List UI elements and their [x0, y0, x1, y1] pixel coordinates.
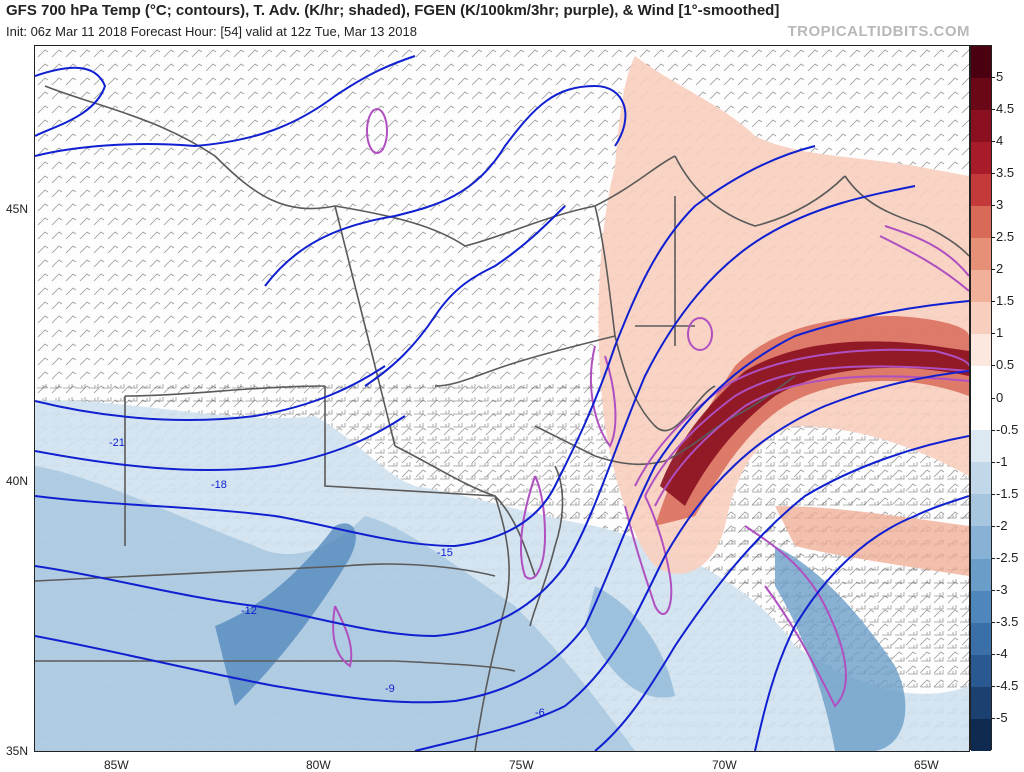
colorbar-segment [971, 78, 991, 111]
colorbar-tick-label: -2.5 [996, 549, 1019, 565]
colorbar-tick-label: -1 [996, 453, 1008, 469]
contour-label-minus18: -18 [211, 479, 227, 491]
colorbar-tick-mark [992, 301, 995, 303]
colorbar-segment [971, 238, 991, 271]
colorbar-tick-mark [992, 589, 995, 591]
colorbar-tick-mark [992, 173, 995, 175]
colorbar-tick-mark [992, 653, 995, 655]
cold-advection-core-mid [585, 586, 675, 698]
contour-label-minus21: -21 [109, 437, 125, 449]
colorbar-tick-label: 1 [996, 325, 1004, 341]
colorbar-segment [971, 206, 991, 239]
colorbar-tick-mark [992, 429, 995, 431]
lon-label-70w: 70W [712, 758, 737, 772]
political-borders [35, 85, 969, 751]
colorbar-tick-mark [992, 621, 995, 623]
colorbar-segment [971, 494, 991, 527]
colorbar-tick-mark [992, 109, 995, 111]
colorbar-tick-mark [992, 461, 995, 463]
colorbar-tick-label: 3.5 [996, 165, 1015, 181]
lon-label-85w: 85W [104, 758, 129, 772]
colorbar-tick-label: -5 [996, 709, 1008, 725]
lon-label-65w: 65W [914, 758, 939, 772]
lat-label-40n: 40N [6, 474, 29, 488]
temp-contours [35, 55, 969, 751]
colorbar-tick-label: 2 [996, 261, 1004, 277]
colorbar-tick-label: 2.5 [996, 229, 1015, 245]
map-panel: -21 -18 -15 -12 -9 -6 [34, 45, 970, 752]
lat-label-35n: 35N [6, 744, 29, 758]
colorbar-tick-mark [992, 237, 995, 239]
colorbar-segment [971, 110, 991, 143]
colorbar-segment [971, 526, 991, 559]
colorbar-tick-label: 0 [996, 389, 1004, 405]
map-subtitle: Init: 06z Mar 11 2018 Forecast Hour: [54… [6, 24, 417, 39]
lon-label-75w: 75W [509, 758, 534, 772]
brand-watermark: TROPICALTIDBITS.COM [787, 23, 970, 40]
colorbar-tick-label: -1.5 [996, 485, 1019, 501]
colorbar-tick-label: 5 [996, 69, 1004, 85]
contour-label-minus6: -6 [535, 707, 545, 719]
contour-label-minus9: -9 [385, 683, 395, 695]
fgen-contours [332, 108, 969, 708]
colorbar-tick-mark [992, 717, 995, 719]
temp-contour-labels: -21 -18 -15 -12 -9 -6 [109, 437, 545, 719]
colorbar-tick-label: -0.5 [996, 421, 1019, 437]
colorbar-tick-label: 3 [996, 197, 1004, 213]
colorbar-tick-mark [992, 365, 995, 367]
colorbar-tick-mark [992, 397, 995, 399]
colorbar-tick-label: 4.5 [996, 101, 1015, 117]
colorbar-tick-mark [992, 141, 995, 143]
colorbar-segment [971, 654, 991, 687]
colorbar-tick-mark [992, 269, 995, 271]
colorbar-tick-label: -3 [996, 581, 1008, 597]
colorbar-segment [971, 142, 991, 175]
colorbar-segment [971, 334, 991, 367]
colorbar-segment [971, 174, 991, 207]
colorbar-segment [971, 270, 991, 303]
colorbar-tick-label: -4 [996, 645, 1008, 661]
colorbar-segment [971, 590, 991, 623]
warm-advection-band-south [775, 506, 969, 576]
colorbar-tick-mark [992, 557, 995, 559]
colorbar-tick-mark [992, 685, 995, 687]
warm-advection-moderate [655, 316, 969, 526]
colorbar-segment [971, 462, 991, 495]
warm-advection-core [660, 341, 969, 506]
colorbar-segment [971, 46, 991, 79]
colorbar-segment [971, 718, 991, 751]
map-title: GFS 700 hPa Temp (°C; contours), T. Adv.… [6, 2, 780, 19]
colorbar-tick-mark [992, 525, 995, 527]
colorbar-segment [971, 366, 991, 399]
colorbar-segment [971, 398, 991, 431]
colorbar-tick-label: 4 [996, 133, 1004, 149]
colorbar-tick-label: -4.5 [996, 677, 1019, 693]
colorbar-segment [971, 430, 991, 463]
map-canvas: -21 -18 -15 -12 -9 -6 [35, 46, 969, 751]
cold-advection-core-east [775, 546, 906, 751]
colorbar-tick-label: 1.5 [996, 293, 1015, 309]
colorbar-tick-mark [992, 333, 995, 335]
colorbar-segment [971, 686, 991, 719]
lon-label-80w: 80W [306, 758, 331, 772]
colorbar-tick-label: -3.5 [996, 613, 1019, 629]
colorbar-tick-label: -2 [996, 517, 1008, 533]
colorbar-tick-label: 0.5 [996, 357, 1015, 373]
contour-label-minus12: -12 [241, 605, 257, 617]
colorbar-tick-mark [992, 205, 995, 207]
lat-label-45n: 45N [6, 202, 29, 216]
colorbar [970, 45, 992, 751]
colorbar-tick-mark [992, 77, 995, 79]
colorbar-segment [971, 622, 991, 655]
colorbar-segment [971, 558, 991, 591]
colorbar-tick-mark [992, 493, 995, 495]
colorbar-segment [971, 302, 991, 335]
contour-label-minus15: -15 [437, 547, 453, 559]
